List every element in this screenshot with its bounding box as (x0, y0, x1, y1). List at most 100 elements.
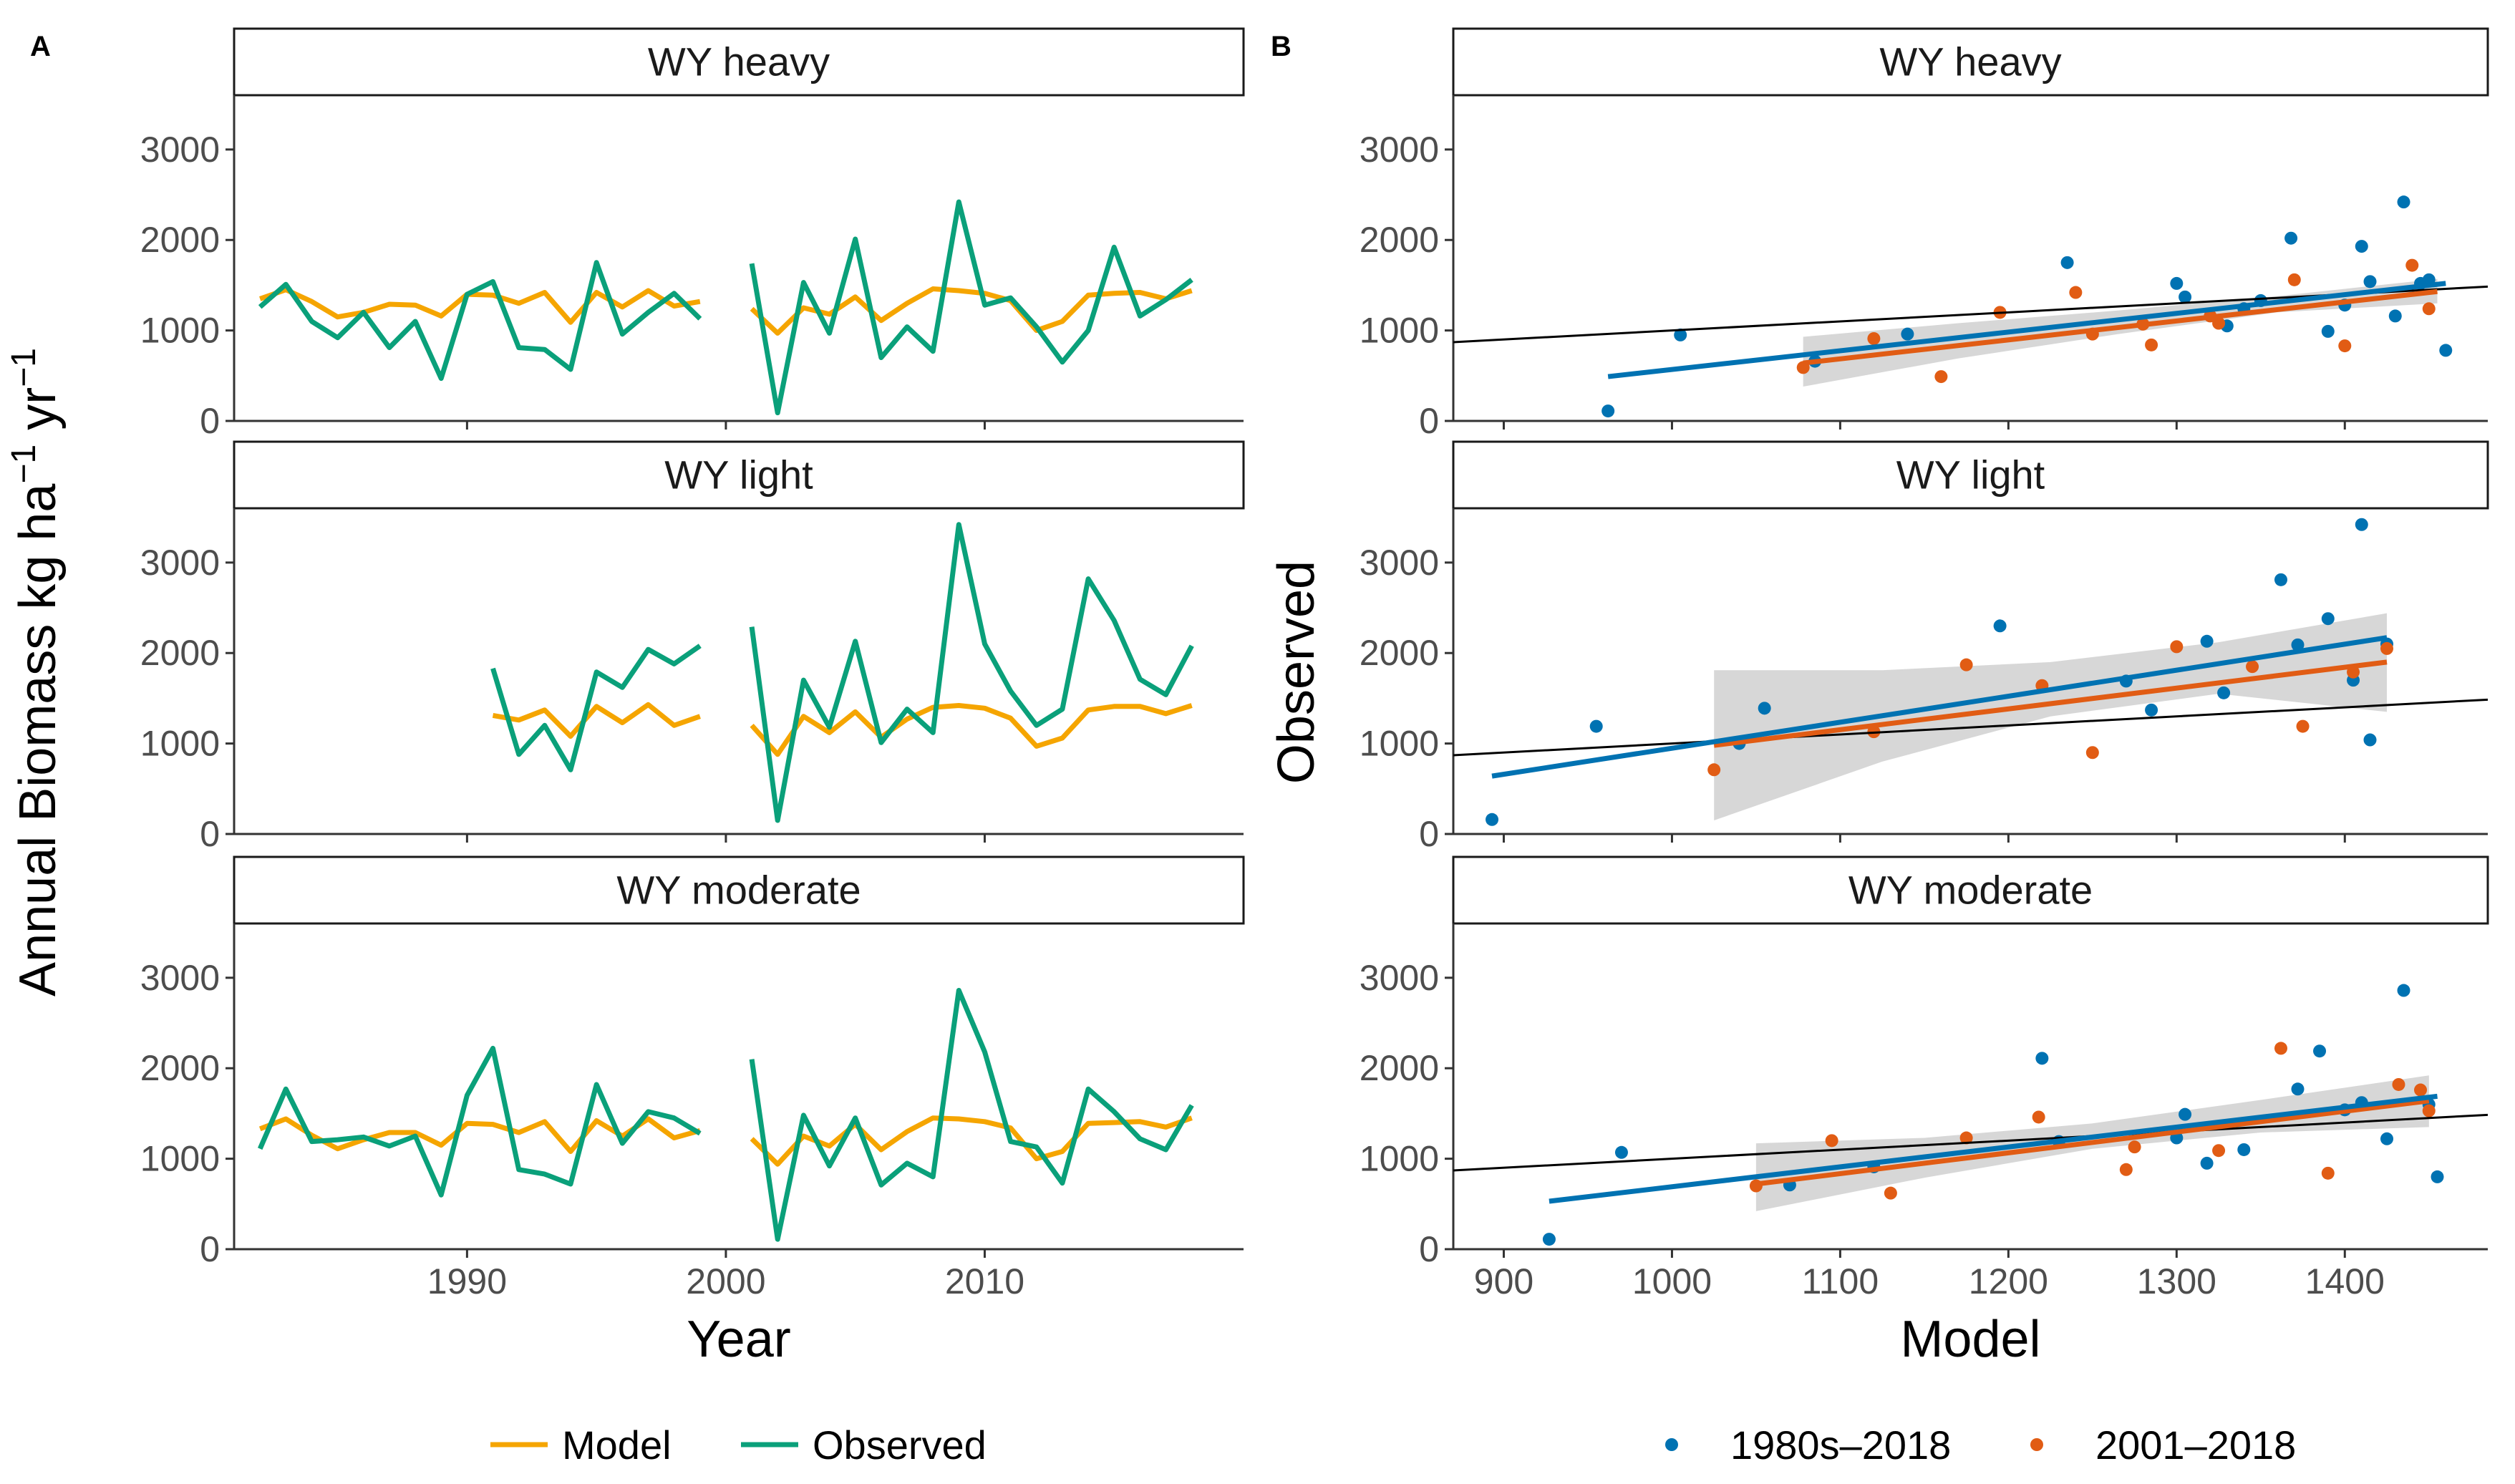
fit-line (1713, 659, 2388, 748)
y-tick-label: 2000 (1360, 633, 1439, 673)
facet-strip (233, 440, 1245, 510)
scatter-point (2032, 1110, 2045, 1124)
scatter-point (1601, 404, 1615, 418)
y-tick-label: 1000 (1360, 311, 1439, 351)
legend-label: 1980s–2018 (1730, 1422, 1951, 1468)
scatter-point (2179, 290, 2192, 304)
legends: Model Observed 1980s–2018 2001–2018 (490, 1422, 2296, 1468)
fit-line (1755, 1098, 2430, 1187)
x-axis-title: Year (687, 1311, 790, 1368)
facet-wy-heavy: WY heavy 0 1000 2000 3000 (1360, 27, 2489, 441)
scatter-point (2355, 240, 2368, 253)
reference-line (1453, 698, 2488, 757)
y-tick-label: 3000 (140, 543, 220, 583)
series-line-observed (749, 199, 1193, 416)
series-line-model (750, 703, 1193, 757)
y-tick-label: 0 (200, 1229, 220, 1269)
y-tick-label: 1000 (1360, 1139, 1439, 1179)
facet-wy-moderate: WY moderate 0 1000 2000 3000 1990 2000 2010 (140, 855, 1245, 1301)
scatter-point (2217, 686, 2231, 699)
y-tick-label: 3000 (1360, 130, 1439, 170)
series-line-model (750, 1115, 1193, 1167)
legend-label: Observed (813, 1422, 987, 1468)
scatter-point (2291, 1082, 2305, 1096)
y-tick-label: 0 (1419, 1229, 1439, 1269)
facet-strip (1452, 855, 2489, 925)
scatter-point (1589, 719, 1603, 733)
scatter-point (2422, 1104, 2436, 1117)
scatter-point (2237, 1143, 2251, 1156)
fit-line (1803, 288, 2438, 366)
scatter-point (2380, 641, 2394, 655)
y-tick-label: 1000 (140, 311, 220, 351)
legend-label: 2001–2018 (2095, 1422, 2296, 1468)
series-line-observed (749, 988, 1194, 1242)
facet-strip-label: WY heavy (648, 39, 830, 84)
facet-strip-label: WY moderate (616, 868, 861, 913)
plot-area (1453, 195, 2488, 418)
scatter-point (1901, 327, 1914, 341)
x-tick-label: 900 (1474, 1261, 1533, 1301)
fit-line (1491, 635, 2388, 779)
x-tick-label: 1100 (1802, 1261, 1879, 1301)
fit-line (1549, 1093, 2438, 1204)
scatter-point (2274, 1042, 2287, 1055)
scatter-point (2170, 276, 2184, 290)
y-tick-label: 3000 (140, 958, 220, 998)
series-line-observed (490, 644, 702, 772)
y-tick-label: 0 (200, 814, 220, 854)
scatter-point (2035, 1052, 2049, 1065)
y-tick-label: 2000 (140, 633, 220, 673)
confidence-band (1803, 278, 2438, 387)
scatter-point (2291, 638, 2305, 651)
scatter-point (2414, 1083, 2428, 1097)
scatter-point (2388, 309, 2402, 323)
scatter-point (2128, 1140, 2141, 1154)
series-line-observed (257, 1045, 702, 1198)
scatter-point (1959, 1131, 1973, 1145)
panel-letter: A (30, 31, 51, 62)
scatter-point (1707, 763, 1721, 777)
y-tick-label: 2000 (140, 1048, 220, 1088)
scatter-point (1825, 1134, 1838, 1148)
scatter-point (1674, 328, 1687, 341)
legend-key-point (2030, 1438, 2043, 1451)
y-axis-title: Annual Biomass kg ha−1 yr−1 (5, 348, 67, 996)
scatter-point (2200, 634, 2214, 648)
scatter-point (2338, 339, 2352, 353)
y-tick-label: 0 (200, 401, 220, 441)
plot-area (1453, 984, 2488, 1246)
x-tick-label: 2010 (945, 1261, 1024, 1301)
scatter-point (2119, 1163, 2133, 1176)
scatter-point (2321, 324, 2335, 338)
y-tick-label: 2000 (140, 220, 220, 260)
scatter-point (1934, 370, 1948, 384)
scatter-point (2313, 1044, 2327, 1058)
facet-wy-heavy: WY heavy 0 1000 2000 3000 (140, 27, 1245, 441)
facet-strip-label: WY moderate (1848, 868, 2093, 913)
fit-line (1607, 281, 2446, 379)
scatter-point (2439, 344, 2453, 357)
scatter-point (2363, 733, 2377, 747)
scatter-point (2212, 1144, 2226, 1158)
scatter-point (2170, 640, 2184, 654)
scatter-point (2363, 275, 2377, 288)
facet-strip (233, 27, 1245, 97)
y-tick-label: 0 (1419, 814, 1439, 854)
y-tick-label: 2000 (1360, 220, 1439, 260)
facet-strip-label: WY light (664, 452, 813, 498)
scatter-point (2085, 746, 2099, 760)
plot-area (1453, 518, 2488, 826)
facet-strip-label: WY heavy (1879, 39, 2061, 84)
series-line-model (750, 286, 1193, 336)
scatter-point (2431, 1170, 2444, 1183)
scatter-point (2392, 1077, 2405, 1091)
scatter-point (1486, 813, 1499, 826)
x-axis-title: Model (1900, 1311, 2040, 1368)
legend-label: Model (562, 1422, 672, 1468)
y-axis-title: Observed (1268, 561, 1325, 784)
scatter-point (2179, 1107, 2192, 1121)
scatter-point (2397, 984, 2410, 997)
scatter-point (1867, 331, 1881, 345)
